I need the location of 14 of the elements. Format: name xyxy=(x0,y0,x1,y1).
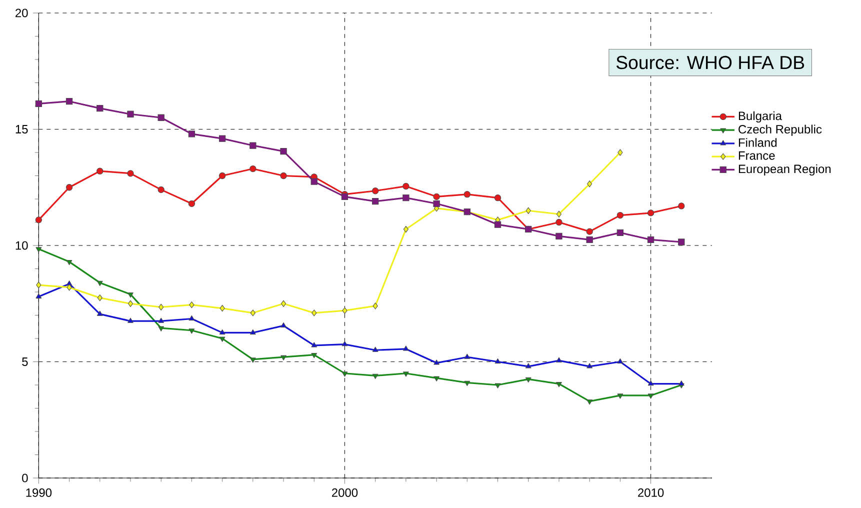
y-tick-label: 20 xyxy=(16,8,28,18)
y-tick-label: 10 xyxy=(16,241,28,250)
y-tick-label: 15 xyxy=(16,125,28,134)
y-tick-label: 0 xyxy=(22,474,28,482)
x-tick-label: 2010 xyxy=(638,488,664,497)
annotation: Source: WHO HFA DB xyxy=(616,56,804,70)
legend-label: European Region xyxy=(738,164,831,176)
legend-label: Finland xyxy=(738,138,777,147)
legend-label: Bulgaria xyxy=(738,111,782,123)
legend-label: Czech Republic xyxy=(738,124,822,136)
legend-label: France xyxy=(738,151,775,160)
x-tick-label: 1990 xyxy=(26,488,52,497)
y-tick-label: 5 xyxy=(22,358,28,366)
x-tick-label: 2000 xyxy=(332,488,358,497)
